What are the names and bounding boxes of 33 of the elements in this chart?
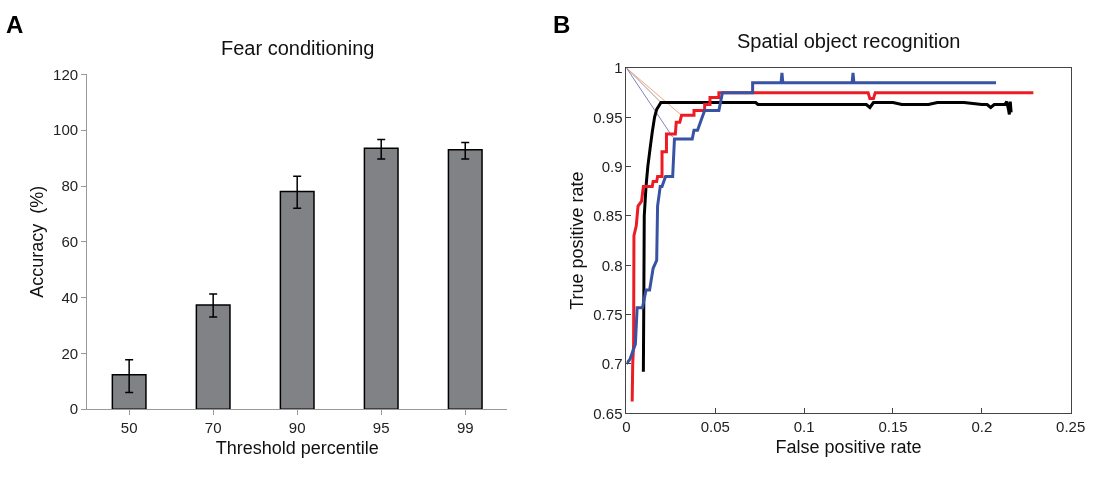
- y-axis-title: Accuracy (%): [27, 185, 48, 298]
- x-tick-label: 0.2: [971, 418, 993, 436]
- y-tick-label: 0.85: [593, 207, 623, 225]
- text: A: [6, 11, 24, 38]
- y-tick-label: 40: [61, 288, 79, 306]
- x-axis-title: Threshold percentile: [215, 438, 379, 459]
- chart-title: Fear conditioning: [221, 37, 375, 59]
- x-tick-label: 0.25: [1056, 418, 1086, 436]
- x-tick-label: 99: [456, 419, 474, 437]
- y-tick-label: 0.65: [593, 404, 623, 422]
- chart-title: Spatial object recognition: [737, 30, 961, 52]
- y-tick-label: 80: [61, 177, 79, 195]
- y-axis-title: True positive rate: [567, 171, 588, 310]
- x-tick-label: 70: [204, 419, 222, 437]
- y-tick-label: 1: [614, 59, 623, 77]
- text: B: [553, 11, 571, 38]
- y-tick-label: 100: [53, 121, 79, 139]
- x-tick-label: 0.1: [793, 418, 815, 436]
- x-tick-label: 50: [120, 419, 138, 437]
- x-tick-label: 90: [288, 419, 306, 437]
- y-tick-label: 120: [53, 65, 79, 83]
- y-tick-label: 0.7: [601, 355, 623, 373]
- y-tick-label: 0: [69, 400, 79, 418]
- x-tick-label: 95: [372, 419, 390, 437]
- x-axis-title: False positive rate: [775, 437, 922, 458]
- y-tick-label: 0.8: [601, 256, 623, 274]
- y-tick-label: 20: [61, 344, 79, 362]
- y-tick-label: 60: [61, 233, 79, 251]
- x-tick-label: 0.15: [878, 418, 908, 436]
- x-tick-label: 0.05: [700, 418, 730, 436]
- y-tick-label: 0.9: [601, 157, 623, 175]
- y-tick-label: 0.75: [593, 305, 623, 323]
- y-tick-label: 0.95: [593, 108, 623, 126]
